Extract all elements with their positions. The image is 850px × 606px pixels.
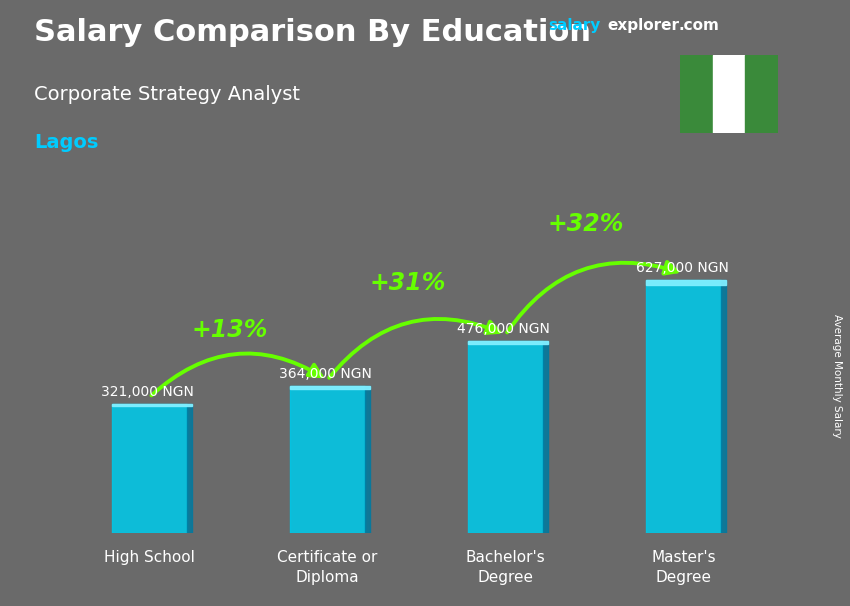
Text: salary: salary [548,18,601,33]
Text: +31%: +31% [370,271,445,295]
Text: Salary Comparison By Education: Salary Comparison By Education [34,18,591,47]
Text: +13%: +13% [191,318,268,342]
Text: Average Monthly Salary: Average Monthly Salary [832,314,842,438]
Text: 364,000 NGN: 364,000 NGN [280,367,372,382]
Bar [543,341,548,533]
Text: 627,000 NGN: 627,000 NGN [636,261,728,275]
Text: 321,000 NGN: 321,000 NGN [101,385,194,399]
Bar [365,386,370,533]
Bar [680,55,712,133]
Bar [646,280,721,533]
Bar [290,386,370,389]
Text: Lagos: Lagos [34,133,99,152]
Bar [646,280,726,285]
Bar [721,280,726,533]
Text: +32%: +32% [547,212,624,236]
Bar [468,341,543,533]
Bar [468,341,548,344]
Bar [745,55,778,133]
Bar [290,386,365,533]
Bar [712,55,745,133]
Bar [112,404,187,533]
Text: Corporate Strategy Analyst: Corporate Strategy Analyst [34,85,300,104]
Text: explorer: explorer [608,18,680,33]
Text: .com: .com [678,18,719,33]
Bar [112,404,192,406]
Text: 476,000 NGN: 476,000 NGN [457,322,550,336]
Bar [187,404,192,533]
